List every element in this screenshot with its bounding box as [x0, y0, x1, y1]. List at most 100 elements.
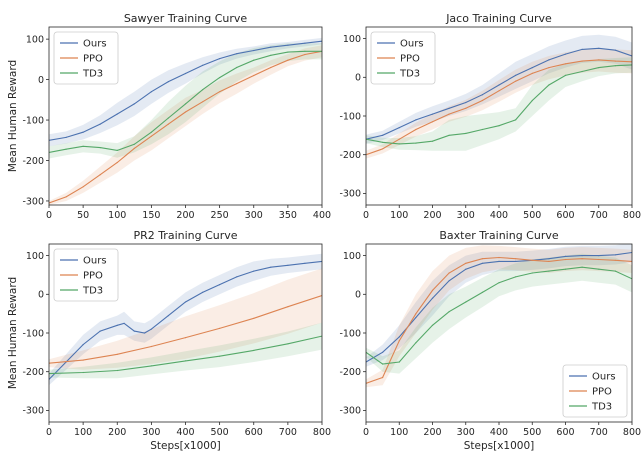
data-point [581, 255, 583, 257]
y-tick-label: 0 [355, 73, 361, 84]
x-tick-label: 350 [279, 210, 297, 221]
data-point [184, 337, 187, 339]
data-point [465, 107, 467, 109]
y-tick-label: -200 [339, 367, 361, 378]
data-point [448, 272, 450, 274]
data-point [236, 276, 238, 278]
x-tick-label: 400 [313, 210, 331, 221]
data-point [398, 336, 400, 338]
data-point [431, 140, 434, 142]
data-point [382, 351, 384, 353]
data-point [614, 270, 617, 272]
legend-label: TD3 [399, 69, 420, 80]
data-point [150, 135, 152, 137]
data-point [382, 141, 384, 143]
data-point [270, 266, 272, 268]
data-point [598, 47, 600, 49]
band-ppo [366, 48, 632, 159]
data-point [614, 259, 617, 261]
data-point [415, 142, 417, 144]
data-point [431, 289, 434, 291]
data-point [382, 134, 384, 136]
plot-area [366, 244, 632, 388]
x-tick-label: 0 [363, 427, 369, 438]
data-point [548, 84, 550, 86]
x-tick-label: 0 [46, 210, 52, 221]
data-point [236, 53, 238, 55]
x-tick-label: 400 [490, 210, 508, 221]
data-point [465, 101, 467, 104]
data-point [287, 59, 289, 61]
data-point [382, 376, 384, 379]
data-point [448, 311, 450, 313]
data-point [448, 113, 450, 115]
band-ours [366, 244, 632, 367]
legend: Ours PPO TD3 [53, 248, 119, 302]
data-point [304, 262, 306, 264]
chart-3: 0 100 200 300 400 500 600 700 800 -300 -200 -100 0 10… [339, 229, 641, 452]
data-point [498, 282, 500, 284]
y-tick-label: 100 [26, 34, 44, 45]
chart-title: Sawyer Training Curve [124, 12, 248, 25]
x-axis-label: Steps[x1000] [464, 440, 535, 452]
data-point [614, 65, 617, 67]
legend-label: TD3 [82, 286, 103, 297]
data-point [465, 301, 467, 303]
chart-title: PR2 Training Curve [133, 229, 237, 242]
data-point [167, 81, 169, 83]
data-point [415, 128, 417, 131]
data-point [99, 123, 101, 125]
data-point [202, 291, 204, 293]
data-point [581, 266, 583, 268]
data-point [270, 54, 272, 56]
data-point [564, 255, 567, 257]
data-point [498, 125, 500, 127]
data-point [287, 44, 289, 46]
x-tick-label: 100 [74, 427, 92, 438]
data-point [167, 315, 169, 317]
legend-box [562, 364, 628, 418]
data-point [531, 72, 533, 74]
legend: Ours PPO TD3 [562, 364, 628, 418]
data-point [531, 272, 533, 274]
data-point [581, 48, 583, 51]
legend-box [53, 31, 119, 85]
chart-title: Jaco Training Curve [445, 12, 552, 25]
x-tick-label: 500 [523, 427, 541, 438]
x-tick-label: 400 [490, 427, 508, 438]
band-ppo [366, 245, 632, 388]
legend-box [53, 248, 119, 302]
legend-label: Ours [83, 39, 107, 50]
data-point [465, 268, 467, 270]
data-point [184, 301, 187, 303]
x-tick-label: 700 [590, 210, 608, 221]
data-point [116, 353, 118, 355]
chart-0: 0 50 100 150 200 250 300 350 400 -300 -200 -100 0 100… [7, 12, 331, 221]
legend-label: TD3 [82, 69, 103, 80]
x-tick-label: 800 [313, 427, 331, 438]
data-point [382, 363, 384, 365]
data-point [581, 60, 583, 62]
x-tick-label: 700 [279, 427, 297, 438]
y-tick-label: -300 [22, 406, 44, 417]
data-point [270, 66, 272, 69]
legend-label: Ours [83, 256, 107, 267]
chart-1: 0 100 200 300 400 500 600 700 800 -300 -200 -100 0 10… [339, 12, 641, 221]
data-point [253, 49, 255, 52]
legend-box [370, 31, 436, 85]
data-point [515, 276, 517, 278]
data-point [531, 99, 533, 102]
data-point [431, 113, 434, 115]
data-point [548, 258, 550, 260]
data-point [498, 256, 500, 259]
x-tick-label: 100 [390, 210, 408, 221]
legend: Ours PPO TD3 [53, 31, 119, 85]
data-point [564, 268, 567, 270]
data-point [531, 259, 533, 261]
data-point [498, 260, 500, 262]
data-point [253, 317, 255, 319]
y-tick-label: -300 [22, 196, 44, 207]
band-td3 [366, 253, 632, 374]
data-point [116, 369, 118, 372]
data-point [133, 147, 135, 149]
